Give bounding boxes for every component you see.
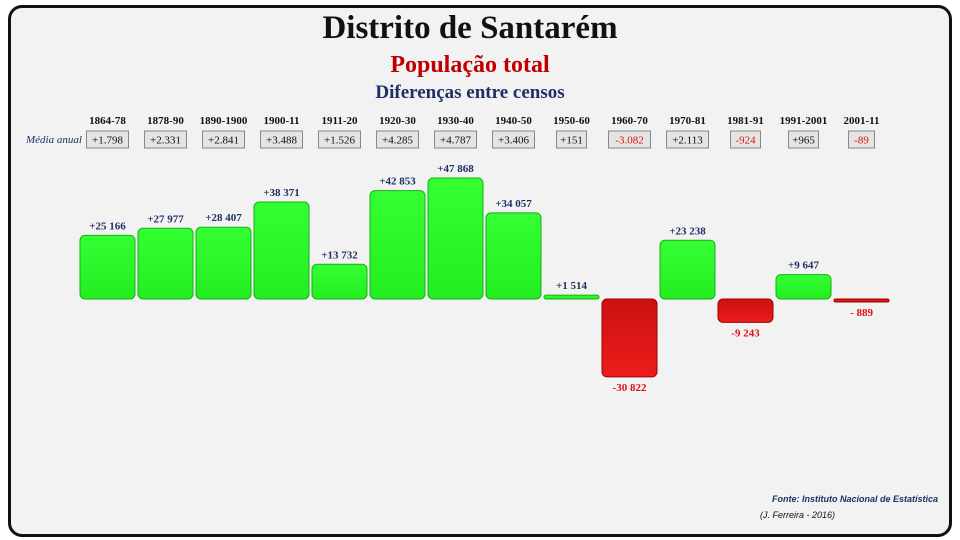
- chart-title: Distrito de Santarém: [322, 10, 618, 46]
- data-label: +23 238: [669, 225, 706, 237]
- chart-subtitle-secondary: Diferenças entre censos: [375, 82, 565, 103]
- period-label: 1930-40: [437, 115, 474, 127]
- annual-mean-box: [556, 130, 587, 149]
- data-label: +9 647: [788, 260, 820, 272]
- annual-mean-value: -89: [854, 135, 869, 147]
- period-label: 1940-50: [495, 115, 532, 127]
- annual-mean-box: [434, 130, 477, 149]
- bar: [485, 212, 542, 300]
- period-label: 1878-90: [147, 115, 184, 127]
- annual-mean-value: +4.285: [382, 135, 413, 147]
- annual-mean-value: +151: [560, 135, 583, 147]
- data-label: -9 243: [731, 327, 760, 339]
- bar: [79, 234, 136, 300]
- annual-mean-box: [86, 130, 129, 149]
- period-label: 1864-78: [89, 115, 126, 127]
- annual-mean-value: +965: [792, 135, 815, 147]
- annual-mean-value: +2.331: [150, 135, 181, 147]
- data-label: +38 371: [263, 187, 300, 199]
- source-note: Fonte: Instituto Nacional de Estatística: [771, 494, 938, 504]
- annual-mean-box: [318, 130, 361, 149]
- bar: [311, 263, 368, 300]
- annual-mean-value: +1.798: [92, 135, 123, 147]
- bar: [195, 226, 252, 300]
- period-label: 2001-11: [843, 115, 879, 127]
- period-label: 1911-20: [321, 115, 358, 127]
- annual-mean-box: [666, 130, 709, 149]
- data-label: -30 822: [613, 382, 647, 394]
- period-label: 1900-11: [263, 115, 299, 127]
- annual-mean-box: [260, 130, 303, 149]
- data-label: +47 868: [437, 163, 474, 175]
- bar: [717, 298, 774, 323]
- annual-mean-value: +4.787: [440, 135, 471, 147]
- bar: [659, 239, 716, 300]
- annual-mean-value: -924: [735, 135, 756, 147]
- data-label: +42 853: [379, 176, 416, 188]
- annual-mean-box: [608, 130, 651, 149]
- bar: [543, 294, 600, 300]
- chart-subtitle: População total: [390, 52, 550, 78]
- data-label: +25 166: [89, 220, 126, 232]
- period-label: 1890-1900: [200, 115, 248, 127]
- annual-mean-value: -3.082: [615, 135, 643, 147]
- annual-mean-box: [376, 130, 419, 149]
- annual-mean-row-label: Média anual: [25, 134, 82, 146]
- bar: [601, 298, 658, 378]
- annual-mean-box: [848, 130, 875, 149]
- bar: [427, 177, 484, 300]
- annual-mean-box: [144, 130, 187, 149]
- period-label: 1981-91: [727, 115, 764, 127]
- author-note: (J. Ferreira - 2016): [760, 510, 836, 520]
- bar: [253, 201, 310, 300]
- data-label: +27 977: [147, 213, 184, 225]
- annual-mean-value: +1.526: [324, 135, 355, 147]
- bar: [369, 190, 426, 300]
- data-label: - 889: [850, 307, 873, 319]
- bar: [833, 298, 890, 303]
- bar: [137, 227, 194, 300]
- annual-mean-box: [492, 130, 535, 149]
- annual-mean-box: [788, 130, 819, 149]
- data-label: +28 407: [205, 212, 242, 224]
- period-label: 1991-2001: [780, 115, 828, 127]
- period-label: 1960-70: [611, 115, 648, 127]
- data-label: +34 057: [495, 198, 532, 210]
- annual-mean-box: [202, 130, 245, 149]
- period-label: 1970-81: [669, 115, 706, 127]
- annual-mean-value: +3.406: [498, 135, 529, 147]
- bar: [775, 274, 832, 300]
- annual-mean-value: +2.113: [672, 135, 703, 147]
- period-label: 1920-30: [379, 115, 416, 127]
- data-label: +1 514: [556, 280, 588, 292]
- annual-mean-value: +2.841: [208, 135, 239, 147]
- annual-mean-value: +3.488: [266, 135, 297, 147]
- annual-mean-box: [730, 130, 761, 149]
- period-label: 1950-60: [553, 115, 590, 127]
- data-label: +13 732: [321, 249, 358, 261]
